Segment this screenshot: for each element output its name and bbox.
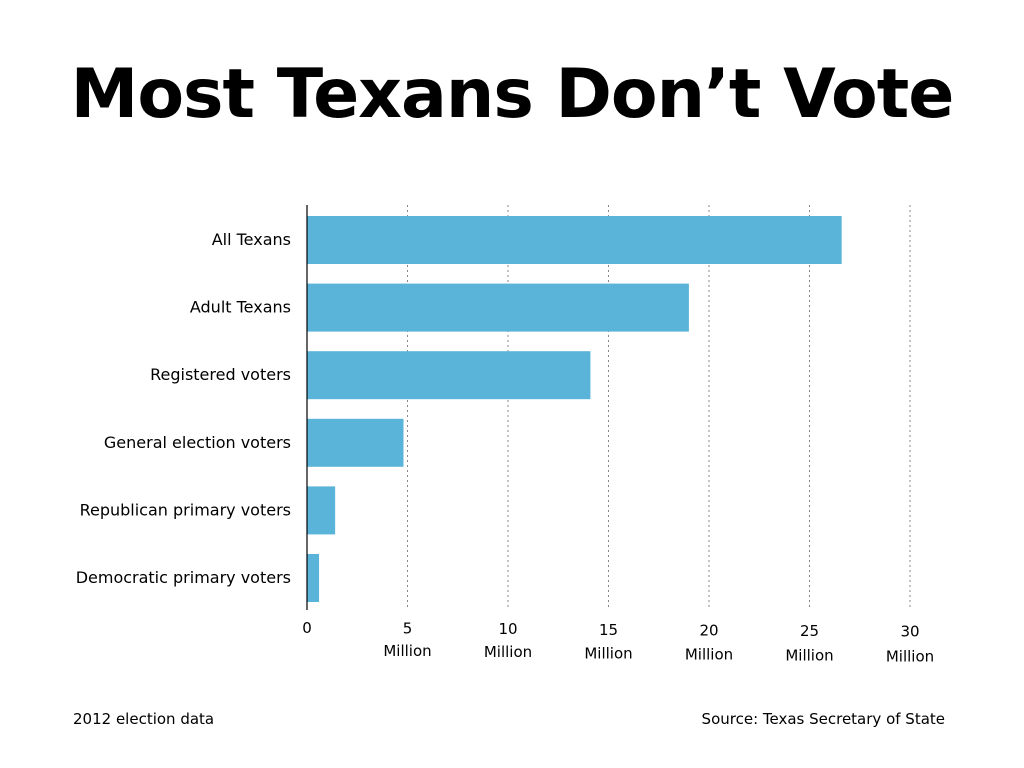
bar [307, 351, 591, 400]
x-tick-label: 5 [403, 620, 413, 638]
x-tick-unit-label: Million [886, 648, 934, 666]
x-tick-unit-label: Million [785, 647, 833, 665]
bar-chart: All Texans Adult Texans Registered voters G… [76, 205, 934, 666]
x-tick-label: 25 [800, 622, 819, 640]
x-tick-unit-label: Million [383, 642, 431, 660]
gridlines [407, 205, 911, 610]
category-label: All Texans [212, 230, 291, 249]
bar [307, 418, 404, 467]
x-tick-label: 30 [900, 623, 919, 641]
chart-title: Most Texans Don’t Vote [70, 55, 955, 134]
x-tick-unit-label: Million [685, 645, 733, 663]
data-note: 2012 election data [73, 710, 215, 728]
x-tick-label: 10 [498, 620, 517, 638]
category-labels: All Texans Adult Texans Registered voters G… [76, 230, 291, 587]
category-label: General election voters [104, 433, 291, 452]
category-label: Republican primary voters [80, 500, 291, 519]
x-tick-label: 20 [699, 621, 718, 639]
source-note: Source: Texas Secretary of State [701, 710, 945, 728]
x-tick-unit-label: Million [584, 644, 632, 662]
bar [307, 486, 336, 535]
bar [307, 283, 689, 332]
x-tick-label: 15 [599, 621, 618, 639]
bar [307, 554, 320, 602]
category-label: Democratic primary voters [76, 568, 291, 587]
bars [307, 216, 842, 602]
x-tick-labels: 0 5 Million 10 Million 15 Million 20 Million 25 Mi… [302, 619, 934, 666]
bar [307, 216, 842, 264]
category-label: Adult Texans [190, 298, 291, 317]
x-tick-unit-label: Million [484, 643, 532, 661]
category-label: Registered voters [150, 365, 291, 384]
x-tick-label: 0 [302, 619, 312, 637]
